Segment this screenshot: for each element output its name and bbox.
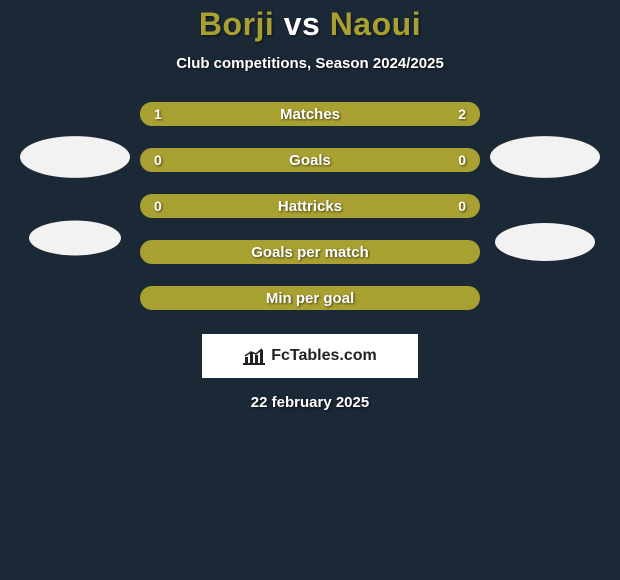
stat-label: Min per goal	[266, 290, 354, 307]
brand-text: FcTables.com	[271, 347, 377, 365]
comparison-card: Borji vs Naoui Club competitions, Season…	[0, 0, 620, 411]
stat-bar: 1 Matches 2	[140, 102, 480, 126]
player1-portrait-col	[10, 102, 140, 274]
stat-bar: 0 Hattricks 0	[140, 194, 480, 218]
stat-left-value: 1	[154, 106, 162, 122]
chart-icon	[243, 347, 265, 365]
player1-name: Borji	[199, 6, 274, 42]
stat-right-value: 0	[458, 198, 466, 214]
title: Borji vs Naoui	[199, 6, 421, 43]
stat-left-value: 0	[154, 152, 162, 168]
stat-label: Goals per match	[251, 244, 369, 261]
stat-label: Matches	[280, 106, 340, 123]
player1-disc-secondary	[29, 221, 121, 256]
date-label: 22 february 2025	[251, 394, 369, 411]
player2-disc-secondary	[495, 223, 595, 261]
stats-area: 1 Matches 2 0 Goals 0 0 Hattricks 0 Goals per mat…	[0, 102, 620, 310]
vs-label: vs	[284, 6, 321, 42]
stat-bar: 0 Goals 0	[140, 148, 480, 172]
player2-portrait-col	[480, 102, 610, 282]
stat-label: Goals	[289, 152, 331, 169]
stat-right-value: 2	[458, 106, 466, 122]
stat-bar: Goals per match	[140, 240, 480, 264]
player2-disc	[490, 136, 600, 178]
stat-label: Hattricks	[278, 198, 342, 215]
brand-badge[interactable]: FcTables.com	[202, 334, 418, 378]
bars-column: 1 Matches 2 0 Goals 0 0 Hattricks 0 Goals per mat…	[140, 102, 480, 310]
player2-name: Naoui	[330, 6, 421, 42]
stat-right-value: 0	[458, 152, 466, 168]
subtitle: Club competitions, Season 2024/2025	[176, 55, 444, 72]
stat-left-value: 0	[154, 198, 162, 214]
player1-disc	[20, 136, 130, 178]
stat-bar: Min per goal	[140, 286, 480, 310]
